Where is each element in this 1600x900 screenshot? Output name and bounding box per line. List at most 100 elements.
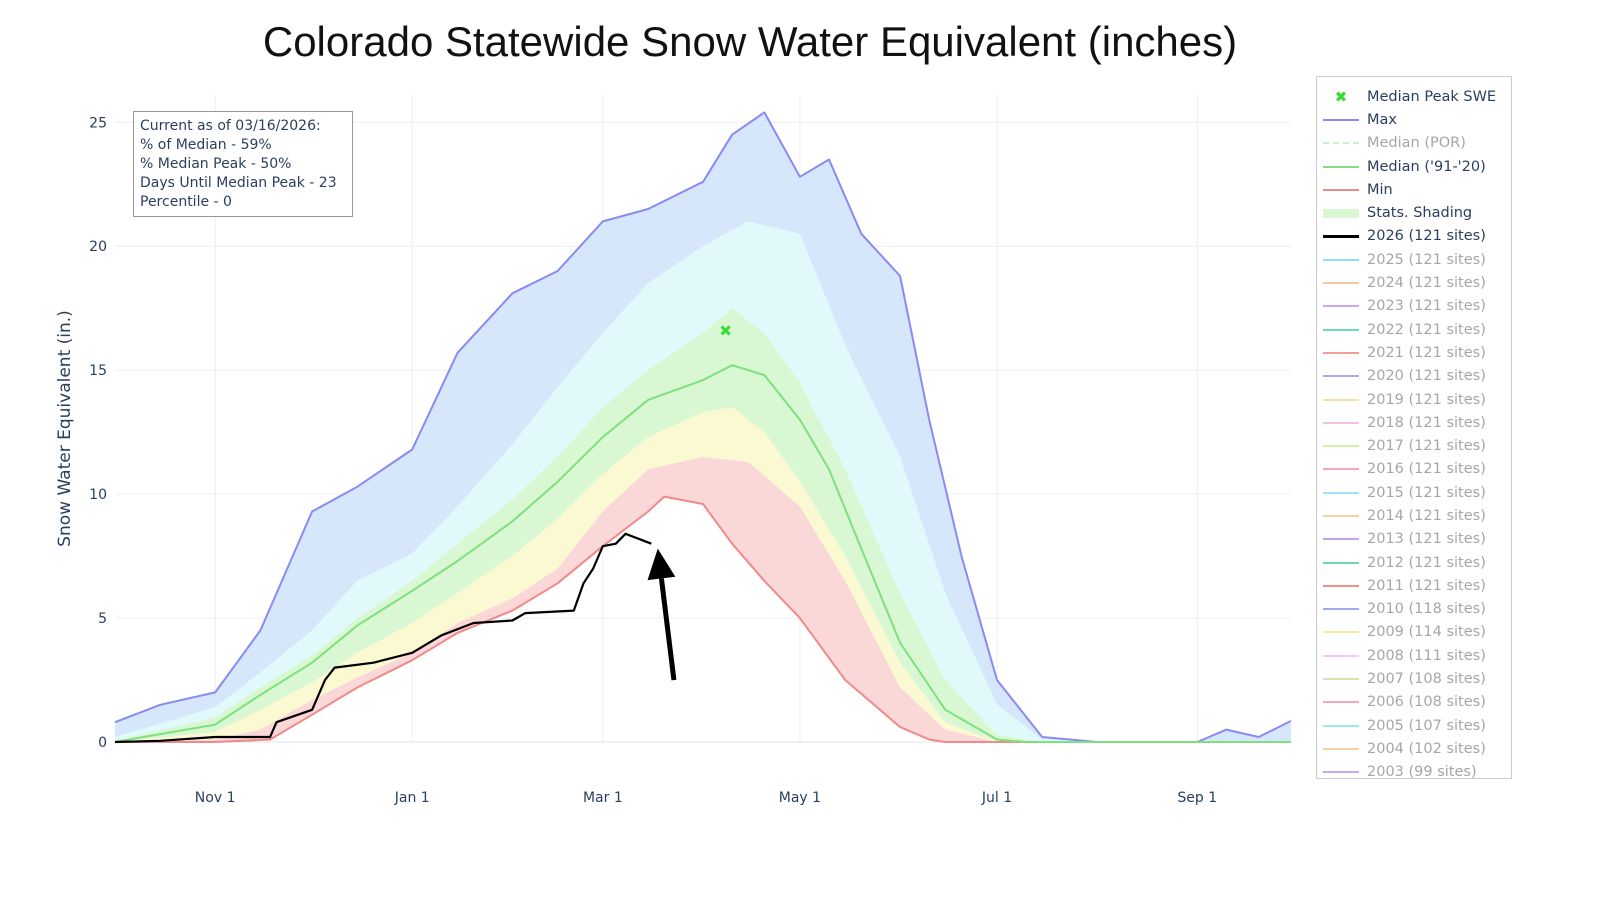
x-tick-label: Nov 1 bbox=[195, 790, 236, 806]
line-swatch-icon bbox=[1323, 673, 1359, 685]
legend-item[interactable]: Min bbox=[1317, 178, 1511, 201]
line-swatch-icon bbox=[1323, 766, 1359, 778]
legend-item[interactable]: 2007 (108 sites) bbox=[1317, 667, 1511, 690]
legend-item[interactable]: 2014 (121 sites) bbox=[1317, 504, 1511, 527]
legend-label: 2005 (107 sites) bbox=[1367, 717, 1486, 734]
shading-swatch-icon bbox=[1323, 207, 1359, 219]
line-swatch-icon bbox=[1323, 324, 1359, 336]
band-90-to-max bbox=[115, 112, 1291, 742]
legend-item[interactable]: 2018 (121 sites) bbox=[1317, 411, 1511, 434]
legend-label: 2023 (121 sites) bbox=[1367, 298, 1486, 315]
line-swatch-icon bbox=[1323, 417, 1359, 429]
legend-label: 2022 (121 sites) bbox=[1367, 321, 1486, 338]
current-2026-line bbox=[114, 532, 652, 744]
line-swatch-icon bbox=[1323, 114, 1359, 126]
legend-label: 2008 (111 sites) bbox=[1367, 647, 1486, 664]
x-tick-label: Jul 1 bbox=[981, 790, 1012, 806]
legend-item[interactable]: 2022 (121 sites) bbox=[1317, 318, 1511, 341]
legend-item[interactable]: Median ('91-'20) bbox=[1317, 155, 1511, 178]
line-swatch-icon bbox=[1323, 161, 1359, 173]
legend-label: 2025 (121 sites) bbox=[1367, 251, 1486, 268]
chart-title: Colorado Statewide Snow Water Equivalent… bbox=[262, 18, 1238, 65]
line-swatch-icon bbox=[1323, 557, 1359, 569]
legend-item[interactable]: 2006 (108 sites) bbox=[1317, 691, 1511, 714]
legend-item[interactable]: 2011 (121 sites) bbox=[1317, 574, 1511, 597]
legend-item[interactable]: 2009 (114 sites) bbox=[1317, 621, 1511, 644]
current-status-box: Current as of 03/16/2026: % of Median - … bbox=[133, 111, 353, 217]
legend-item[interactable]: 2017 (121 sites) bbox=[1317, 434, 1511, 457]
legend-item[interactable]: 2021 (121 sites) bbox=[1317, 341, 1511, 364]
legend-label: 2017 (121 sites) bbox=[1367, 438, 1486, 455]
line-swatch-icon bbox=[1323, 440, 1359, 452]
legend-item[interactable]: 2013 (121 sites) bbox=[1317, 528, 1511, 551]
legend-label: Median (POR) bbox=[1367, 135, 1466, 152]
legend-item[interactable]: 2016 (121 sites) bbox=[1317, 458, 1511, 481]
line-swatch-icon bbox=[1323, 487, 1359, 499]
line-swatch-icon bbox=[1323, 743, 1359, 755]
legend-item[interactable]: Max bbox=[1317, 108, 1511, 131]
x-marker-icon: ✖ bbox=[1334, 87, 1348, 106]
band-30-to-70 bbox=[115, 308, 1291, 742]
legend-item[interactable]: ✖ Median Peak SWE bbox=[1317, 85, 1511, 108]
legend-label: 2020 (121 sites) bbox=[1367, 368, 1486, 385]
legend-label: 2015 (121 sites) bbox=[1367, 484, 1486, 501]
legend-item[interactable]: 2024 (121 sites) bbox=[1317, 271, 1511, 294]
info-line-pct-median-peak: % Median Peak - 50% bbox=[140, 156, 292, 172]
band-70-to-90 bbox=[115, 221, 1291, 742]
legend-label: Min bbox=[1367, 181, 1393, 198]
legend-item[interactable]: Median (POR) bbox=[1317, 132, 1511, 155]
y-tick-label: 5 bbox=[98, 611, 107, 627]
legend-label: Median ('91-'20) bbox=[1367, 158, 1486, 175]
line-swatch-icon bbox=[1323, 510, 1359, 522]
info-line-pct-median: % of Median - 59% bbox=[140, 137, 272, 153]
x-tick-label: Jan 1 bbox=[394, 790, 430, 806]
median-line bbox=[114, 364, 1291, 743]
legend-item[interactable]: 2015 (121 sites) bbox=[1317, 481, 1511, 504]
line-swatch-icon bbox=[1323, 277, 1359, 289]
legend-label: 2013 (121 sites) bbox=[1367, 531, 1486, 548]
legend-label: 2024 (121 sites) bbox=[1367, 275, 1486, 292]
legend-item[interactable]: 2025 (121 sites) bbox=[1317, 248, 1511, 271]
y-tick-label: 25 bbox=[89, 115, 107, 131]
legend-item[interactable]: 2010 (118 sites) bbox=[1317, 598, 1511, 621]
info-line-days-until-peak: Days Until Median Peak - 23 bbox=[140, 175, 337, 191]
legend-item[interactable]: 2020 (121 sites) bbox=[1317, 365, 1511, 388]
legend-item[interactable]: 2004 (102 sites) bbox=[1317, 737, 1511, 760]
legend-label: Max bbox=[1367, 111, 1397, 128]
legend-label: 2009 (114 sites) bbox=[1367, 624, 1486, 641]
line-swatch-icon bbox=[1323, 370, 1359, 382]
line-swatch-icon bbox=[1323, 626, 1359, 638]
legend-label: 2026 (121 sites) bbox=[1367, 228, 1486, 245]
line-swatch-icon bbox=[1323, 394, 1359, 406]
legend-label: 2018 (121 sites) bbox=[1367, 414, 1486, 431]
legend-item[interactable]: 2003 (99 sites) bbox=[1317, 761, 1511, 784]
legend-label: 2011 (121 sites) bbox=[1367, 577, 1486, 594]
legend-label: 2014 (121 sites) bbox=[1367, 507, 1486, 524]
legend-label: 2007 (108 sites) bbox=[1367, 671, 1486, 688]
legend-item[interactable]: 2008 (111 sites) bbox=[1317, 644, 1511, 667]
legend: ✖ Median Peak SWE Max Median (POR) Median ('… bbox=[1316, 76, 1512, 780]
legend-item[interactable]: 2026 (121 sites) bbox=[1317, 225, 1511, 248]
legend-label: 2012 (121 sites) bbox=[1367, 554, 1486, 571]
line-swatch-icon bbox=[1323, 184, 1359, 196]
legend-label: 2003 (99 sites) bbox=[1367, 764, 1477, 781]
legend-item[interactable]: Stats. Shading bbox=[1317, 201, 1511, 224]
line-swatch-icon bbox=[1323, 720, 1359, 732]
line-swatch-icon bbox=[1323, 254, 1359, 266]
line-swatch-icon bbox=[1323, 463, 1359, 475]
y-axis-title: Snow Water Equivalent (in.) bbox=[55, 310, 75, 547]
legend-item[interactable]: 2023 (121 sites) bbox=[1317, 295, 1511, 318]
info-line-date: Current as of 03/16/2026: bbox=[140, 118, 321, 134]
dashed-line-icon bbox=[1323, 137, 1359, 149]
line-swatch-icon bbox=[1323, 347, 1359, 359]
legend-item[interactable]: 2012 (121 sites) bbox=[1317, 551, 1511, 574]
line-swatch-icon bbox=[1323, 230, 1359, 242]
legend-item[interactable]: 2005 (107 sites) bbox=[1317, 714, 1511, 737]
legend-item[interactable]: 2019 (121 sites) bbox=[1317, 388, 1511, 411]
y-tick-label: 10 bbox=[89, 487, 107, 503]
line-swatch-icon bbox=[1323, 696, 1359, 708]
line-swatch-icon bbox=[1323, 580, 1359, 592]
line-swatch-icon bbox=[1323, 300, 1359, 312]
y-tick-label: 0 bbox=[98, 735, 107, 751]
line-swatch-icon bbox=[1323, 533, 1359, 545]
